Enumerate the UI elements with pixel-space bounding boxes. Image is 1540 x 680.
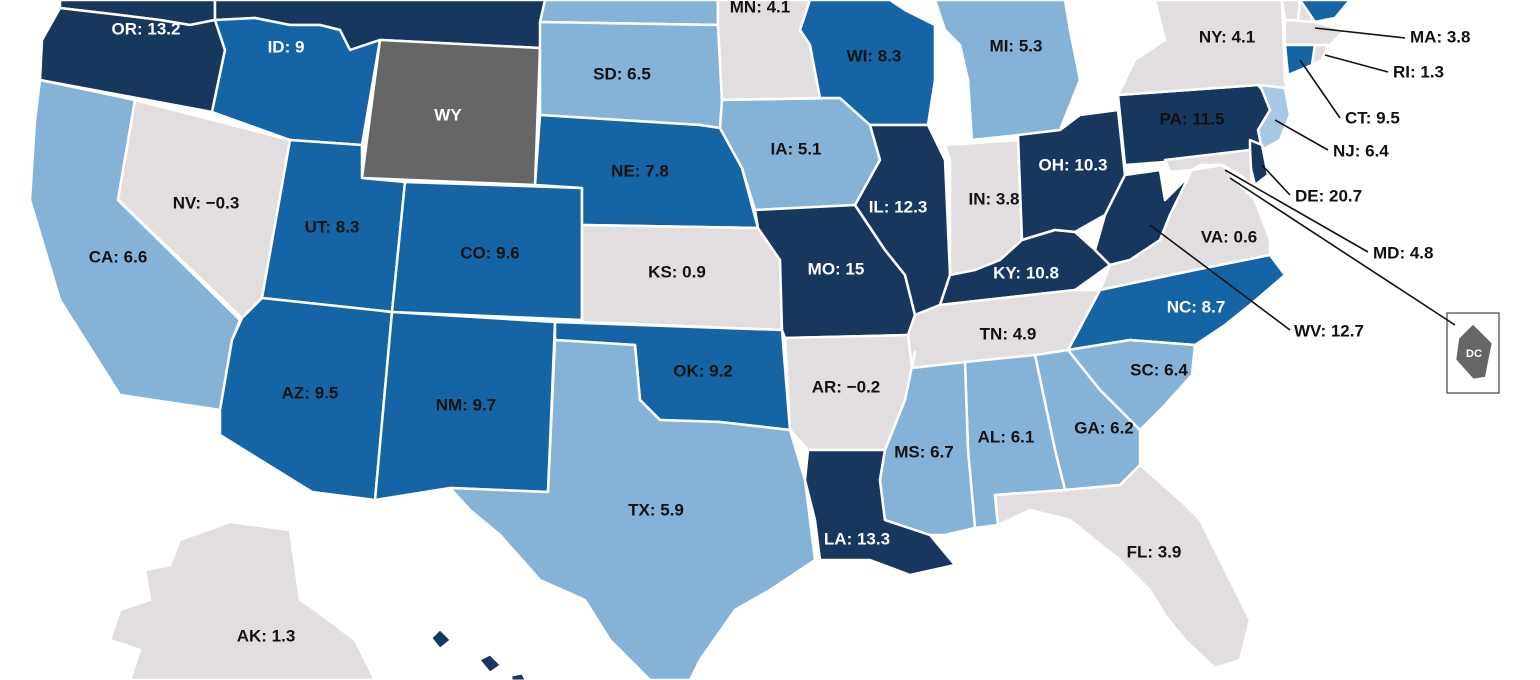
label-mo: MO: 15 — [808, 259, 865, 278]
label-or: OR: 13.2 — [112, 19, 181, 38]
label-la: LA: 13.3 — [824, 529, 890, 548]
label-pa: PA: 11.5 — [1160, 109, 1225, 128]
state-ma — [1283, 18, 1347, 47]
label-ny: NY: 4.1 — [1199, 27, 1255, 46]
label-co: CO: 9.6 — [460, 243, 520, 262]
label-ky: KY: 10.8 — [993, 263, 1059, 282]
leader-lines — [1149, 27, 1456, 331]
state-ri — [1310, 43, 1330, 67]
label-wv: WV: 12.7 — [1294, 321, 1364, 340]
label-ga: GA: 6.2 — [1074, 418, 1134, 437]
label-tx: TX: 5.9 — [628, 500, 684, 519]
label-ia: IA: 5.1 — [770, 139, 821, 158]
label-nc: NC: 8.7 — [1167, 297, 1226, 316]
dc-inset — [1446, 312, 1500, 394]
label-ne: NE: 7.8 — [611, 161, 669, 180]
label-oh: OH: 10.3 — [1039, 155, 1108, 174]
label-sd: SD: 6.5 — [593, 64, 651, 83]
label-ks: KS: 0.9 — [648, 262, 706, 281]
label-ma: MA: 3.8 — [1410, 27, 1470, 46]
state-tx — [448, 338, 817, 680]
state-id — [210, 16, 382, 147]
external-labels: MA: 3.8 RI: 1.3 CT: 9.5 NJ: 6.4 DE: 20.7… — [1294, 27, 1470, 340]
label-wi: WI: 8.3 — [847, 46, 902, 65]
state-me — [1298, 0, 1352, 24]
state-hi — [431, 629, 526, 680]
label-nj: NJ: 6.4 — [1333, 141, 1389, 160]
label-nv: NV: −0.3 — [173, 193, 240, 212]
label-nm: NM: 9.7 — [436, 395, 496, 414]
label-mn: MN: 4.1 — [730, 0, 790, 16]
label-ms: MS: 6.7 — [894, 442, 954, 461]
label-az: AZ: 9.5 — [282, 383, 339, 402]
label-va: VA: 0.6 — [1201, 227, 1257, 246]
label-ok: OK: 9.2 — [673, 361, 733, 380]
label-ar: AR: −0.2 — [812, 377, 881, 396]
label-sc: SC: 6.4 — [1130, 360, 1188, 379]
state-fl — [993, 463, 1252, 670]
label-wy: WY — [434, 105, 462, 124]
state-labels: OR: 13.2 ID: 9 WY CA: 6.6 NV: −0.3 UT: 8… — [89, 0, 1482, 645]
label-ri: RI: 1.3 — [1393, 62, 1444, 81]
state-mi — [933, 0, 1082, 142]
label-ca: CA: 6.6 — [89, 247, 148, 266]
label-id: ID: 9 — [268, 37, 305, 56]
label-ak: AK: 1.3 — [237, 626, 296, 645]
state-nj — [1256, 83, 1292, 152]
label-il: IL: 12.3 — [869, 197, 928, 216]
label-in: IN: 3.8 — [968, 189, 1019, 208]
state-ms — [878, 350, 977, 537]
label-ut: UT: 8.3 — [305, 217, 360, 236]
label-mi: MI: 5.3 — [990, 36, 1043, 55]
state-ak — [108, 520, 377, 680]
label-fl: FL: 3.9 — [1127, 542, 1182, 561]
state-shapes — [28, 0, 1352, 680]
label-tn: TN: 4.9 — [980, 324, 1037, 343]
label-md: MD: 4.8 — [1373, 243, 1433, 262]
label-al: AL: 6.1 — [978, 427, 1035, 446]
state-dc — [1453, 321, 1495, 382]
label-ct: CT: 9.5 — [1345, 108, 1400, 127]
label-dc: DC — [1466, 348, 1482, 360]
label-de: DE: 20.7 — [1295, 186, 1362, 205]
